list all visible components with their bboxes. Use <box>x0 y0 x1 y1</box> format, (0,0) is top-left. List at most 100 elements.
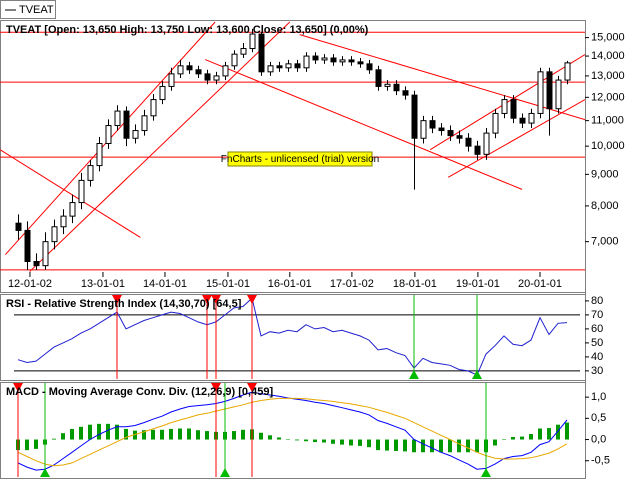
watermark: FnCharts - unlicensed (trial) version <box>221 151 379 167</box>
histogram-bar <box>142 430 146 440</box>
candle-body <box>537 71 544 114</box>
candle-body <box>195 69 202 75</box>
y-tick-label: 7,000 <box>591 236 619 248</box>
trend-line <box>0 149 141 238</box>
histogram-bar <box>367 439 371 448</box>
candle-body <box>546 71 553 110</box>
y-tick-label: 15,000 <box>591 32 625 44</box>
histogram-bar <box>169 428 173 440</box>
x-tick-label: 14-01-01 <box>143 278 187 290</box>
y-tick-label: 0,0 <box>591 433 606 445</box>
y-tick-label: 11,000 <box>591 115 624 127</box>
y-tick-label: 9,000 <box>591 168 619 180</box>
histogram-bar <box>385 439 389 451</box>
candle-body <box>78 179 85 204</box>
histogram-bar <box>322 439 326 443</box>
histogram-bar <box>25 439 29 451</box>
histogram-bar <box>529 434 533 440</box>
histogram-bar <box>52 438 56 440</box>
histogram-bar <box>556 424 560 440</box>
candle-body <box>204 73 211 81</box>
histogram-bar <box>232 431 236 440</box>
candle-body <box>123 110 130 139</box>
x-tick-label: 17-01-02 <box>330 278 374 290</box>
candle-body <box>24 229 31 262</box>
y-tick-label: 10,000 <box>591 140 625 152</box>
histogram-bar <box>124 428 128 440</box>
histogram-bar <box>151 429 155 440</box>
candle-body <box>240 48 247 55</box>
histogram-bar <box>394 439 398 451</box>
histogram-bar <box>304 439 308 442</box>
x-tick-label: 13-01-01 <box>81 278 125 290</box>
buy-signal <box>409 370 419 379</box>
y-tick-label: 30 <box>591 365 603 377</box>
histogram-bar <box>313 439 317 443</box>
candle-body <box>465 137 472 147</box>
histogram-bar <box>412 439 416 453</box>
sell-signal <box>247 383 257 392</box>
candle-body <box>501 99 508 114</box>
histogram-bar <box>358 439 362 446</box>
candle-body <box>213 75 220 81</box>
histogram-bar <box>70 428 74 440</box>
histogram-bar <box>34 439 38 449</box>
histogram-bar <box>286 439 290 440</box>
candle-body <box>141 115 148 132</box>
candle-body <box>150 99 157 117</box>
candle-body <box>438 127 445 132</box>
candle-body <box>267 65 274 73</box>
trend-line <box>447 99 585 178</box>
tab-box[interactable] <box>0 0 56 19</box>
candle-body <box>231 53 238 67</box>
candle-body <box>168 73 175 87</box>
candle-body <box>510 99 517 119</box>
x-tick-label: 20-01-01 <box>518 278 562 290</box>
histogram-bar <box>538 428 542 440</box>
candle-body <box>393 83 400 92</box>
plot-area <box>13 383 569 477</box>
candle-body <box>375 69 382 87</box>
candle-body <box>15 222 22 231</box>
watermark-box <box>227 151 373 167</box>
histogram-bar <box>88 424 92 440</box>
trend-line <box>429 54 585 151</box>
histogram-bar <box>511 436 515 440</box>
histogram-bar <box>79 426 83 440</box>
y-tick-label: 60 <box>591 323 603 335</box>
candle-body <box>294 63 301 69</box>
sell-signal <box>211 383 221 392</box>
histogram-bar <box>196 430 200 440</box>
candle-body <box>285 63 292 69</box>
plot-area <box>0 21 585 272</box>
watermark-text: FnCharts - unlicensed (trial) version <box>221 154 379 165</box>
histogram-bar <box>565 422 569 440</box>
y-tick-label: 40 <box>591 351 603 363</box>
histogram-bar <box>448 439 452 453</box>
tab[interactable]: TVEAT <box>0 0 56 19</box>
tab-label[interactable]: TVEAT <box>19 4 54 16</box>
panel-title: MACD - Moving Average Conv. Div. (12,26,… <box>6 386 273 398</box>
histogram-bar <box>61 433 65 440</box>
buy-signal <box>481 468 491 477</box>
candle-body <box>420 120 427 139</box>
candle-body <box>177 65 184 75</box>
candle-body <box>474 145 481 155</box>
candle-body <box>60 215 67 228</box>
candle-body <box>69 202 76 217</box>
histogram-bar <box>205 431 209 440</box>
candle-body <box>159 85 166 101</box>
x-tick-label: 12-01-02 <box>8 278 52 290</box>
buy-signal <box>220 468 230 477</box>
candle-body <box>186 65 193 71</box>
histogram-bar <box>520 436 524 440</box>
series-line <box>17 397 568 467</box>
histogram-bar <box>160 429 164 440</box>
candle-body <box>348 59 355 63</box>
histogram-bar <box>106 423 110 440</box>
candle-body <box>519 117 526 124</box>
sell-signal <box>211 295 221 304</box>
histogram-bar <box>178 428 182 440</box>
x-tick-label: 18-01-01 <box>393 278 437 290</box>
y-tick-label: 0,5 <box>591 412 606 424</box>
